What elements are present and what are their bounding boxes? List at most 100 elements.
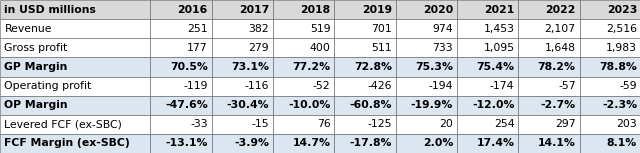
Bar xyxy=(334,76,396,96)
Bar xyxy=(334,0,396,19)
Text: 519: 519 xyxy=(310,24,330,34)
Bar xyxy=(396,57,457,76)
Bar xyxy=(580,96,640,115)
Text: 279: 279 xyxy=(248,43,269,53)
Text: Levered FCF (ex-SBC): Levered FCF (ex-SBC) xyxy=(4,119,122,129)
Bar xyxy=(0,76,150,96)
Text: 73.1%: 73.1% xyxy=(231,62,269,72)
Text: 511: 511 xyxy=(371,43,392,53)
Text: 203: 203 xyxy=(616,119,637,129)
Text: -57: -57 xyxy=(558,81,576,91)
Text: OP Margin: OP Margin xyxy=(4,100,68,110)
Bar xyxy=(334,134,396,153)
Bar xyxy=(457,76,518,96)
Bar xyxy=(457,0,518,19)
Text: 17.4%: 17.4% xyxy=(476,138,515,148)
Bar xyxy=(457,57,518,76)
Bar xyxy=(518,134,580,153)
Text: 20: 20 xyxy=(439,119,453,129)
Bar xyxy=(0,134,150,153)
Text: 72.8%: 72.8% xyxy=(354,62,392,72)
Text: 297: 297 xyxy=(555,119,576,129)
Bar xyxy=(334,57,396,76)
Bar xyxy=(396,38,457,57)
Bar xyxy=(0,57,150,76)
Bar xyxy=(580,115,640,134)
Text: -47.6%: -47.6% xyxy=(165,100,208,110)
Text: 2022: 2022 xyxy=(545,5,576,15)
Bar xyxy=(212,76,273,96)
Text: 2023: 2023 xyxy=(607,5,637,15)
Text: -33: -33 xyxy=(190,119,208,129)
Bar xyxy=(273,115,334,134)
Bar xyxy=(150,76,212,96)
Bar xyxy=(580,0,640,19)
Text: -12.0%: -12.0% xyxy=(472,100,515,110)
Bar xyxy=(212,0,273,19)
Bar xyxy=(212,19,273,38)
Text: -2.7%: -2.7% xyxy=(541,100,576,110)
Bar xyxy=(457,134,518,153)
Text: 254: 254 xyxy=(494,119,515,129)
Bar xyxy=(580,134,640,153)
Bar xyxy=(457,115,518,134)
Text: 1,983: 1,983 xyxy=(606,43,637,53)
Bar xyxy=(580,38,640,57)
Text: FCF Margin (ex-SBC): FCF Margin (ex-SBC) xyxy=(4,138,130,148)
Bar xyxy=(334,19,396,38)
Text: 8.1%: 8.1% xyxy=(607,138,637,148)
Bar xyxy=(273,19,334,38)
Bar xyxy=(396,96,457,115)
Text: -119: -119 xyxy=(184,81,208,91)
Bar xyxy=(457,96,518,115)
Bar xyxy=(273,134,334,153)
Text: 75.4%: 75.4% xyxy=(476,62,515,72)
Text: -10.0%: -10.0% xyxy=(288,100,330,110)
Bar xyxy=(273,76,334,96)
Text: 2019: 2019 xyxy=(362,5,392,15)
Bar xyxy=(273,96,334,115)
Bar xyxy=(212,38,273,57)
Text: -125: -125 xyxy=(367,119,392,129)
Text: -3.9%: -3.9% xyxy=(234,138,269,148)
Text: 1,453: 1,453 xyxy=(483,24,515,34)
Bar xyxy=(518,19,580,38)
Bar xyxy=(396,134,457,153)
Bar xyxy=(212,57,273,76)
Bar xyxy=(396,76,457,96)
Bar xyxy=(396,19,457,38)
Bar xyxy=(518,76,580,96)
Text: 1,648: 1,648 xyxy=(545,43,576,53)
Text: 382: 382 xyxy=(248,24,269,34)
Bar xyxy=(334,38,396,57)
Text: -30.4%: -30.4% xyxy=(227,100,269,110)
Bar xyxy=(396,0,457,19)
Bar xyxy=(580,19,640,38)
Text: 14.7%: 14.7% xyxy=(292,138,330,148)
Text: 70.5%: 70.5% xyxy=(170,62,208,72)
Bar xyxy=(518,96,580,115)
Bar xyxy=(580,57,640,76)
Text: -13.1%: -13.1% xyxy=(165,138,208,148)
Bar xyxy=(150,19,212,38)
Text: 2,516: 2,516 xyxy=(606,24,637,34)
Bar xyxy=(273,38,334,57)
Bar xyxy=(334,115,396,134)
Text: 77.2%: 77.2% xyxy=(292,62,330,72)
Bar xyxy=(273,0,334,19)
Bar xyxy=(0,0,150,19)
Text: 14.1%: 14.1% xyxy=(538,138,576,148)
Bar xyxy=(150,0,212,19)
Text: Gross profit: Gross profit xyxy=(4,43,68,53)
Text: 974: 974 xyxy=(433,24,453,34)
Bar xyxy=(0,96,150,115)
Text: -116: -116 xyxy=(244,81,269,91)
Bar xyxy=(580,76,640,96)
Text: 701: 701 xyxy=(371,24,392,34)
Bar xyxy=(273,57,334,76)
Bar xyxy=(518,38,580,57)
Bar xyxy=(396,115,457,134)
Bar xyxy=(518,57,580,76)
Bar xyxy=(457,38,518,57)
Text: GP Margin: GP Margin xyxy=(4,62,68,72)
